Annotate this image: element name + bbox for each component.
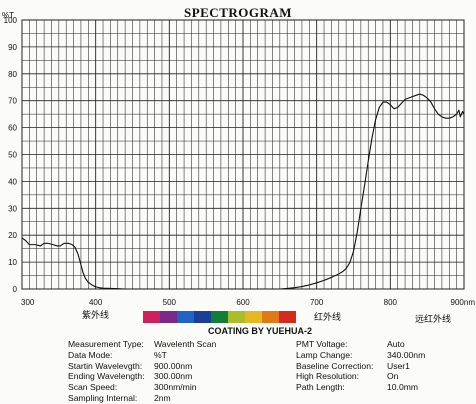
param-row: Ending Wavelength: 300.00nm — [68, 371, 216, 382]
spectrum-swatch — [194, 311, 211, 323]
measurement-parameters-right: PMT Voltage: Auto Lamp Change: 340.00nm Ba… — [296, 339, 425, 393]
x-tick-label: 500 — [163, 298, 177, 307]
param-value: 300nm/min — [154, 382, 197, 393]
x-tick-label: 700 — [310, 298, 324, 307]
param-key: Path Length: — [296, 382, 345, 393]
y-axis-ticks: 0 10 20 30 40 50 60 70 80 90 100 — [4, 16, 18, 294]
x-tick-label: 300 — [21, 298, 35, 307]
y-tick-label: 0 — [13, 285, 18, 294]
param-key: Scan Speed: — [68, 382, 118, 393]
y-tick-label: 100 — [4, 16, 18, 25]
y-tick-label: 90 — [8, 43, 17, 52]
x-tick-label: 400 — [89, 298, 103, 307]
param-row: Data Mode: %T — [68, 350, 216, 361]
param-value: %T — [154, 349, 167, 360]
x-tick-label: 600 — [236, 298, 250, 307]
param-value: User1 — [387, 360, 410, 371]
param-row: Measurement Type: Wavelenth Scan — [68, 339, 216, 350]
param-key: Baseline Correction: — [296, 360, 374, 371]
param-key: Sampling Internal: — [68, 392, 138, 403]
param-key: Measurement Type: — [68, 339, 144, 349]
spectrum-swatch — [279, 311, 296, 323]
param-value: 340.00nm — [387, 349, 426, 360]
param-row: PMT Voltage: Auto — [296, 339, 425, 350]
data-series — [21, 93, 465, 290]
spectrum-swatch — [245, 311, 262, 323]
color-spectrum-bar — [143, 311, 296, 323]
spectrum-swatch — [177, 311, 194, 323]
param-key: PMT Voltage: — [296, 339, 348, 349]
x-axis-ticks: 300 400 500 600 700 800 900nm — [21, 298, 475, 307]
y-tick-label: 10 — [8, 258, 17, 267]
y-axis-label: %T — [2, 11, 14, 20]
param-key: High Resolution: — [296, 371, 360, 382]
transmittance-line — [21, 93, 465, 290]
chart-grid — [21, 19, 465, 290]
spectrogram-chart: 300 400 500 600 700 800 900nm 0 10 20 30 40 50 60 70 8… — [2, 11, 475, 325]
measurement-parameters-left: Measurement Type: Wavelenth Scan Data Mod… — [68, 339, 216, 404]
param-row: Startin Wavelevgth: 900.00nm — [68, 361, 216, 372]
spectrum-swatch — [160, 311, 177, 323]
x-tick-label: 800 — [384, 298, 398, 307]
param-row: Sampling Internal: 2nm — [68, 393, 216, 404]
y-tick-label: 20 — [8, 231, 17, 240]
param-row: Path Length: 10.0mm — [296, 382, 425, 393]
param-key: Startin Wavelevgth: — [68, 360, 143, 371]
region-label-uv: 紫外线 — [82, 309, 109, 321]
y-tick-label: 60 — [8, 124, 17, 133]
param-value: Wavelenth Scan — [154, 339, 217, 349]
param-value: 300.00nm — [154, 371, 193, 382]
param-value: Auto — [387, 339, 405, 349]
y-tick-label: 40 — [8, 177, 17, 186]
spectrum-swatch — [143, 311, 160, 323]
x-tick-label: 900nm — [451, 298, 476, 307]
y-tick-label: 80 — [8, 70, 17, 79]
y-tick-label: 30 — [8, 204, 17, 213]
param-value: 2nm — [154, 392, 171, 403]
chart-title: SPECTROGRAM — [183, 5, 293, 20]
param-row: Baseline Correction: User1 — [296, 361, 425, 372]
param-row: Lamp Change: 340.00nm — [296, 350, 425, 361]
y-tick-label: 70 — [8, 97, 17, 106]
param-key: Lamp Change: — [296, 349, 353, 360]
y-tick-label: 50 — [8, 151, 17, 160]
region-label-ir: 红外线 — [314, 311, 341, 323]
param-key: Data Mode: — [68, 349, 113, 360]
param-value: On — [387, 371, 399, 382]
param-value: 10.0mm — [387, 382, 419, 393]
param-key: Ending Wavelength: — [68, 371, 145, 382]
spectrum-swatch — [262, 311, 279, 323]
region-label-far-ir: 远红外线 — [415, 313, 451, 325]
param-row: High Resolution: On — [296, 371, 425, 382]
param-value: 900.00nm — [154, 360, 193, 371]
coating-caption: COATING BY YUEHUA-2 — [208, 326, 313, 336]
spectrum-swatch — [211, 311, 228, 323]
param-row: Scan Speed: 300nm/min — [68, 382, 216, 393]
spectrum-swatch — [228, 311, 245, 323]
